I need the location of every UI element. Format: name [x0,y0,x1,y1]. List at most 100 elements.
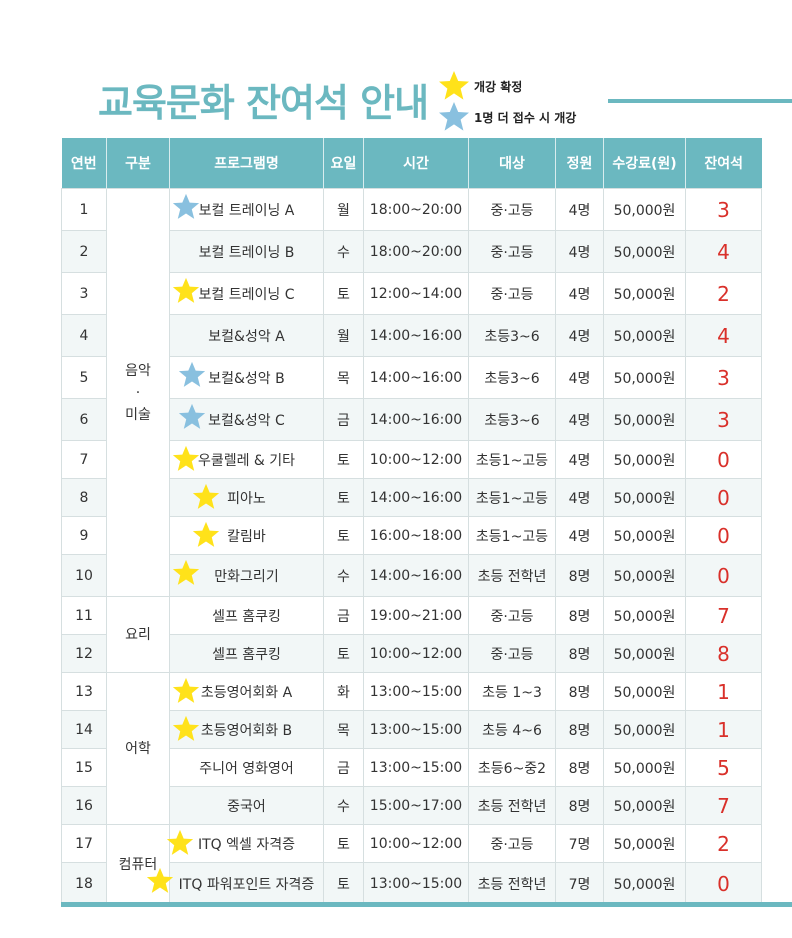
capacity-cell: 7명 [555,862,604,905]
yellow-star-icon [172,277,200,303]
remaining-seats: 3 [717,197,730,222]
header-capacity: 정원 [555,138,604,189]
fee-cell: 50,000원 [603,516,686,555]
category-cell: 요리 [106,596,170,673]
target-cell: 중·고등 [468,230,556,273]
row-number: 12 [61,634,107,673]
time-cell: 18:00~20:00 [363,230,469,273]
program-cell: 보컬 트레이닝 A [169,188,324,231]
time-cell: 14:00~16:00 [363,398,469,441]
target-cell: 중·고등 [468,634,556,673]
program-name: 초등영어회화 A [200,684,293,701]
program-cell: 보컬 트레이닝 C [169,272,324,315]
day-cell: 토 [323,634,364,673]
category-label: 요리 [125,626,151,643]
category-cell: 컴퓨터 [106,824,170,905]
program-name: 피아노 [227,490,266,507]
header-day: 요일 [323,138,364,189]
table-row: 13 어학 초등영어회화 A 화 13:00~15:00 초등 1~3 8명 50,000원 1 [61,672,762,825]
capacity-cell: 8명 [555,596,604,635]
fee-cell: 50,000원 [603,440,686,479]
program-name: 보컬&성악 A [208,328,285,345]
table-row: 11 요리 셀프 홈쿠킹 금 19:00~21:00 중·고등 8명 50,000원 7 [61,596,762,673]
program-cell: 칼림바 [169,516,324,555]
table-header-row: 연번 구분 프로그램명 요일 시간 대상 정원 수강료(원) 잔여석 [61,138,762,189]
fee-cell: 50,000원 [603,672,686,711]
remaining-cell: 8 [685,634,762,673]
time-cell: 14:00~16:00 [363,554,469,597]
fee-cell: 50,000원 [603,786,686,825]
remaining-cell: 3 [685,356,762,399]
program-name: 보컬 트레이닝 A [198,202,295,219]
time-cell: 18:00~20:00 [363,188,469,231]
fee-cell: 50,000원 [603,272,686,315]
program-cell: 보컬&성악 C [169,398,324,441]
table-row: 5 보컬&성악 B 목 14:00~16:00 초등3~6 4명 50,000원 3 [61,356,762,399]
row-number: 17 [61,824,107,863]
capacity-cell: 4명 [555,478,604,517]
day-cell: 수 [323,786,364,825]
day-cell: 토 [323,516,364,555]
program-name: 셀프 홈쿠킹 [212,646,281,663]
fee-cell: 50,000원 [603,710,686,749]
remaining-seats: 3 [717,365,730,390]
remaining-cell: 2 [685,824,762,863]
day-cell: 월 [323,314,364,357]
category-label: 음악 · 미술 [125,362,151,423]
program-cell: 보컬&성악 A [169,314,324,357]
yellow-star-icon [172,559,200,585]
target-cell: 초등3~6 [468,314,556,357]
capacity-cell: 4명 [555,272,604,315]
target-cell: 초등 4~6 [468,710,556,749]
table-row: 4 보컬&성악 A 월 14:00~16:00 초등3~6 4명 50,000원 4 [61,314,762,357]
header-time: 시간 [363,138,469,189]
time-cell: 15:00~17:00 [363,786,469,825]
remaining-cell: 0 [685,554,762,597]
category-cell: 음악 · 미술 [106,188,170,597]
target-cell: 초등1~고등 [468,516,556,555]
target-cell: 중·고등 [468,272,556,315]
remaining-seats: 7 [717,603,730,628]
blue-star-icon [439,102,469,131]
day-cell: 목 [323,710,364,749]
target-cell: 초등1~고등 [468,478,556,517]
time-cell: 13:00~15:00 [363,672,469,711]
category-label: 컴퓨터 [118,856,158,873]
time-cell: 13:00~15:00 [363,710,469,749]
row-number: 1 [61,188,107,231]
blue-star-icon [172,193,200,219]
time-cell: 14:00~16:00 [363,356,469,399]
yellow-star-icon [172,677,200,703]
program-cell: 초등영어회화 A [169,672,324,711]
program-cell: 주니어 영화영어 [169,748,324,787]
row-number: 2 [61,230,107,273]
blue-star-icon [178,403,206,429]
program-name: 보컬 트레이닝 C [198,286,295,303]
target-cell: 초등1~고등 [468,440,556,479]
yellow-star-icon [166,829,194,855]
time-cell: 14:00~16:00 [363,478,469,517]
target-cell: 초등 전학년 [468,862,556,905]
header-fee: 수강료(원) [603,138,686,189]
yellow-star-icon [192,521,220,547]
program-name: 초등영어회화 B [200,722,293,739]
remaining-seats: 8 [717,641,730,666]
program-name: 보컬&성악 C [208,412,285,429]
capacity-cell: 8명 [555,710,604,749]
target-cell: 초등 전학년 [468,786,556,825]
time-cell: 19:00~21:00 [363,596,469,635]
capacity-cell: 4명 [555,314,604,357]
capacity-cell: 4명 [555,230,604,273]
row-number: 4 [61,314,107,357]
fee-cell: 50,000원 [603,554,686,597]
day-cell: 월 [323,188,364,231]
page-title: 교육문화 잔여석 안내 [98,81,429,125]
program-name: 중국어 [227,798,266,815]
remaining-seats: 2 [717,831,730,856]
target-cell: 중·고등 [468,596,556,635]
row-number: 3 [61,272,107,315]
program-name: 칼림바 [227,528,266,545]
program-cell: 중국어 [169,786,324,825]
target-cell: 초등 1~3 [468,672,556,711]
legend-one-more: 1명 더 접수 시 개강 [438,101,576,133]
